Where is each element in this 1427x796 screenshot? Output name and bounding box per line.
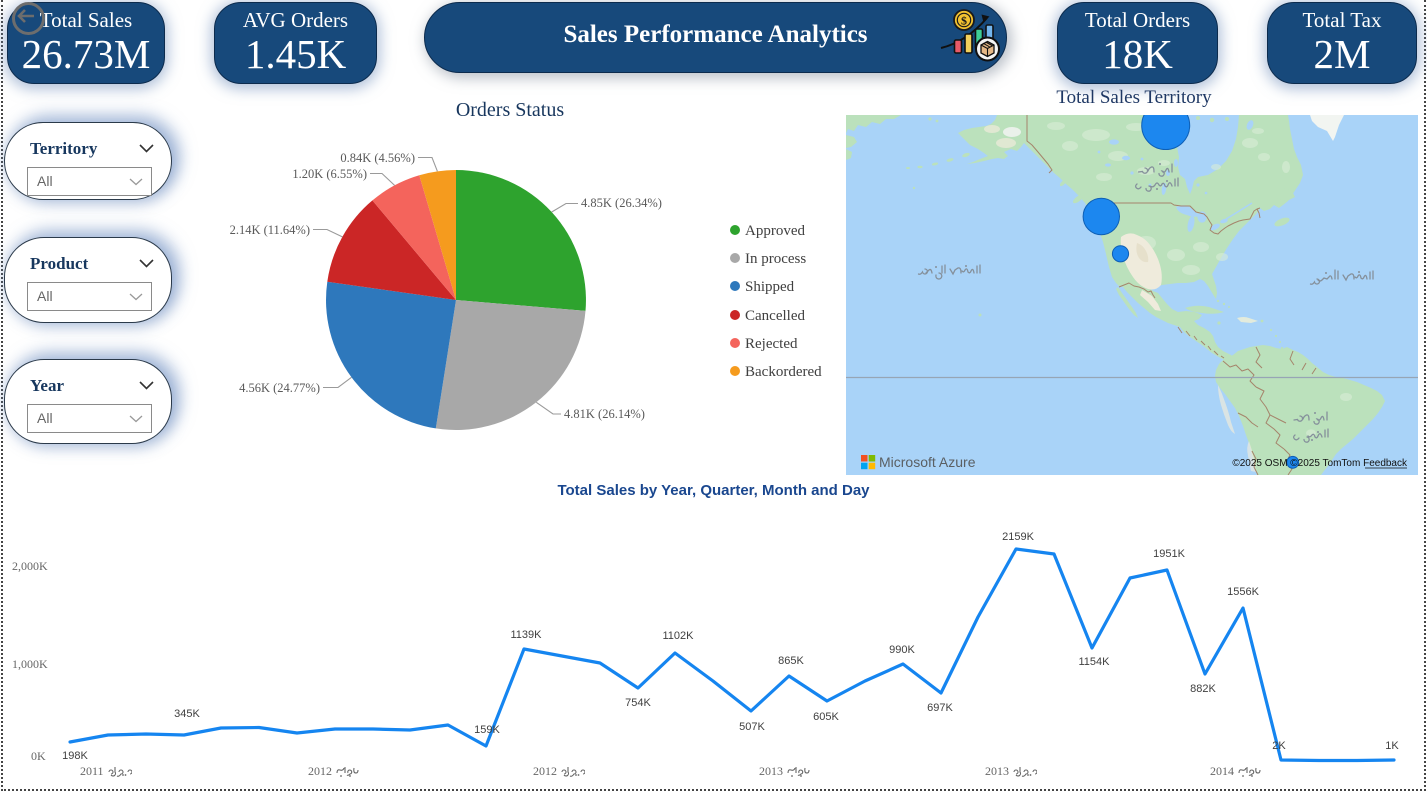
svg-text:$: $ [961, 14, 967, 28]
svg-text:Microsoft Azure: Microsoft Azure [879, 454, 976, 470]
svg-text:©2025 OSM ©2025 TomTom Feedb: ©2025 OSM ©2025 TomTom Feedback [1232, 458, 1408, 469]
